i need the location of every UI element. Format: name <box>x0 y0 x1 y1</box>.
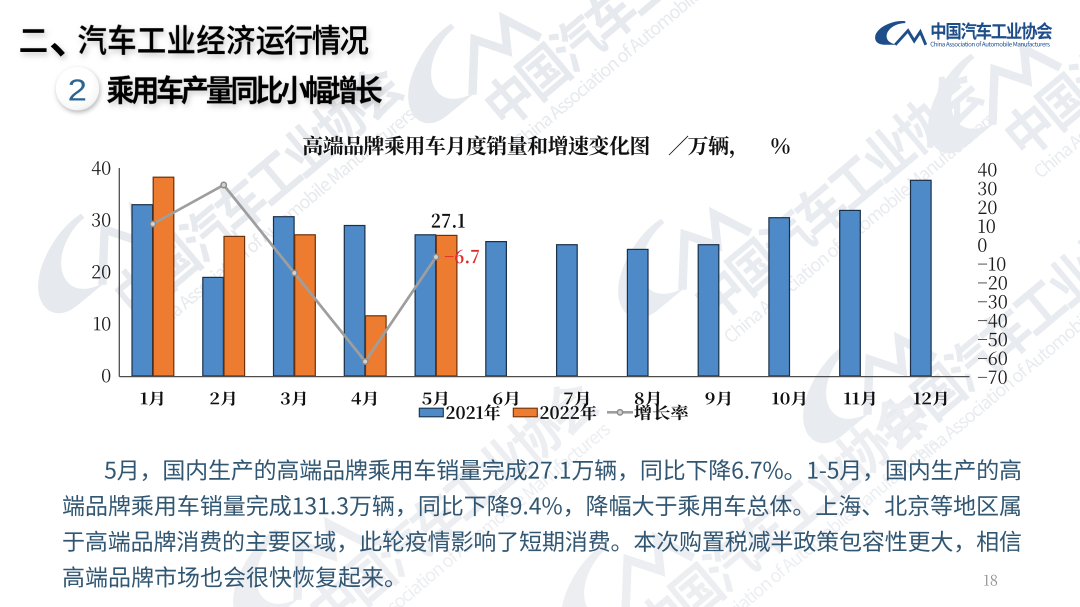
svg-text:2: 2 <box>68 74 87 107</box>
